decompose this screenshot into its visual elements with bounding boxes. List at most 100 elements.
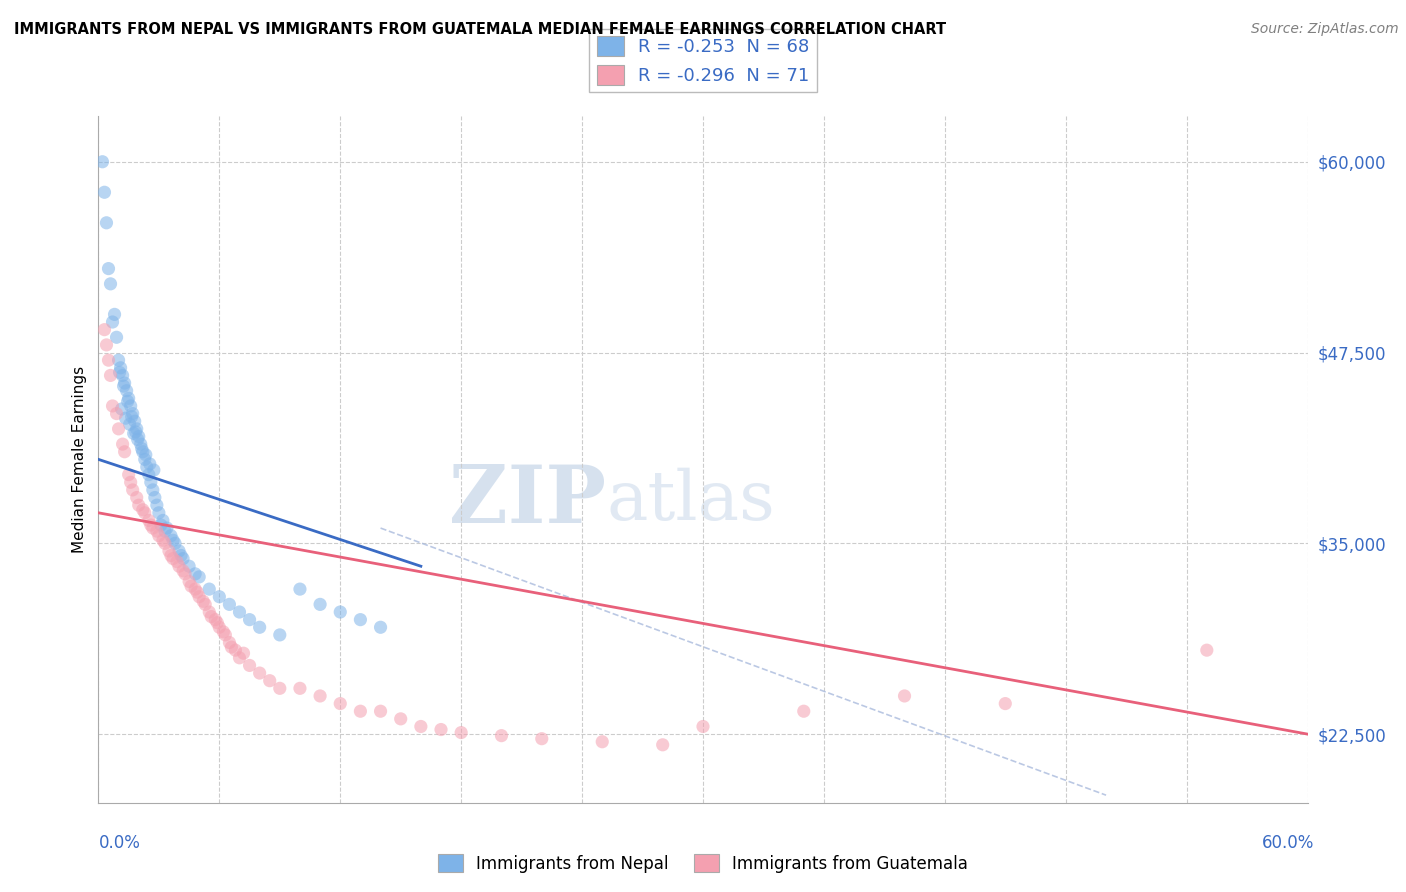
- Point: [200, 609, 222, 624]
- Point: [108, 365, 131, 379]
- Point: [114, 444, 136, 458]
- Point: [208, 590, 231, 604]
- Point: [994, 697, 1017, 711]
- Point: [172, 564, 194, 578]
- Point: [239, 613, 262, 627]
- Point: [212, 624, 235, 639]
- Point: [138, 513, 160, 527]
- Point: [135, 448, 157, 462]
- Point: [115, 384, 138, 398]
- Point: [186, 585, 208, 599]
- Point: [370, 704, 392, 718]
- Point: [131, 442, 153, 456]
- Point: [112, 379, 135, 393]
- Point: [179, 559, 201, 574]
- Point: [389, 712, 412, 726]
- Y-axis label: Median Female Earnings: Median Female Earnings: [72, 366, 87, 553]
- Point: [249, 666, 271, 681]
- Point: [591, 735, 613, 749]
- Point: [103, 307, 125, 321]
- Point: [370, 620, 392, 634]
- Point: [349, 613, 371, 627]
- Point: [232, 646, 254, 660]
- Point: [101, 399, 124, 413]
- Point: [239, 658, 262, 673]
- Point: [188, 590, 211, 604]
- Point: [122, 426, 145, 441]
- Point: [121, 483, 143, 497]
- Text: IMMIGRANTS FROM NEPAL VS IMMIGRANTS FROM GUATEMALA MEDIAN FEMALE EARNINGS CORREL: IMMIGRANTS FROM NEPAL VS IMMIGRANTS FROM…: [14, 22, 946, 37]
- Point: [143, 491, 166, 505]
- Point: [166, 555, 188, 569]
- Point: [97, 353, 120, 368]
- Point: [156, 521, 179, 535]
- Point: [96, 216, 118, 230]
- Point: [188, 570, 211, 584]
- Point: [110, 360, 132, 375]
- Point: [138, 467, 160, 482]
- Point: [180, 579, 202, 593]
- Point: [259, 673, 281, 688]
- Point: [491, 729, 513, 743]
- Point: [132, 502, 155, 516]
- Point: [153, 536, 176, 550]
- Point: [174, 566, 197, 581]
- Point: [91, 154, 114, 169]
- Point: [530, 731, 553, 746]
- Point: [893, 689, 915, 703]
- Point: [224, 643, 246, 657]
- Point: [118, 467, 141, 482]
- Point: [651, 738, 673, 752]
- Point: [114, 411, 136, 425]
- Point: [142, 463, 165, 477]
- Point: [134, 452, 156, 467]
- Point: [450, 725, 472, 739]
- Point: [170, 549, 193, 563]
- Point: [114, 376, 136, 390]
- Point: [142, 483, 165, 497]
- Point: [125, 422, 148, 436]
- Point: [111, 368, 134, 383]
- Text: Source: ZipAtlas.com: Source: ZipAtlas.com: [1251, 22, 1399, 37]
- Point: [117, 394, 139, 409]
- Point: [193, 594, 215, 608]
- Point: [288, 582, 311, 596]
- Point: [329, 697, 352, 711]
- Point: [105, 407, 128, 421]
- Point: [146, 498, 169, 512]
- Point: [184, 566, 207, 581]
- Point: [288, 681, 311, 696]
- Point: [97, 261, 120, 276]
- Point: [129, 437, 152, 451]
- Point: [132, 444, 155, 458]
- Point: [184, 582, 207, 596]
- Point: [269, 628, 291, 642]
- Point: [221, 640, 243, 654]
- Point: [127, 433, 149, 447]
- Text: ZIP: ZIP: [450, 461, 606, 540]
- Point: [214, 628, 236, 642]
- Point: [135, 460, 157, 475]
- Point: [329, 605, 352, 619]
- Point: [152, 513, 174, 527]
- Point: [162, 551, 184, 566]
- Point: [110, 402, 132, 417]
- Point: [194, 598, 217, 612]
- Point: [118, 417, 141, 432]
- Point: [139, 457, 162, 471]
- Point: [148, 506, 170, 520]
- Point: [172, 551, 194, 566]
- Point: [101, 315, 124, 329]
- Point: [160, 549, 183, 563]
- Point: [93, 323, 115, 337]
- Point: [139, 518, 162, 533]
- Point: [105, 330, 128, 344]
- Point: [179, 574, 201, 589]
- Point: [218, 598, 240, 612]
- Point: [139, 475, 162, 490]
- Point: [207, 615, 229, 630]
- Point: [128, 429, 150, 443]
- Point: [152, 533, 174, 548]
- Point: [160, 529, 183, 543]
- Point: [134, 506, 156, 520]
